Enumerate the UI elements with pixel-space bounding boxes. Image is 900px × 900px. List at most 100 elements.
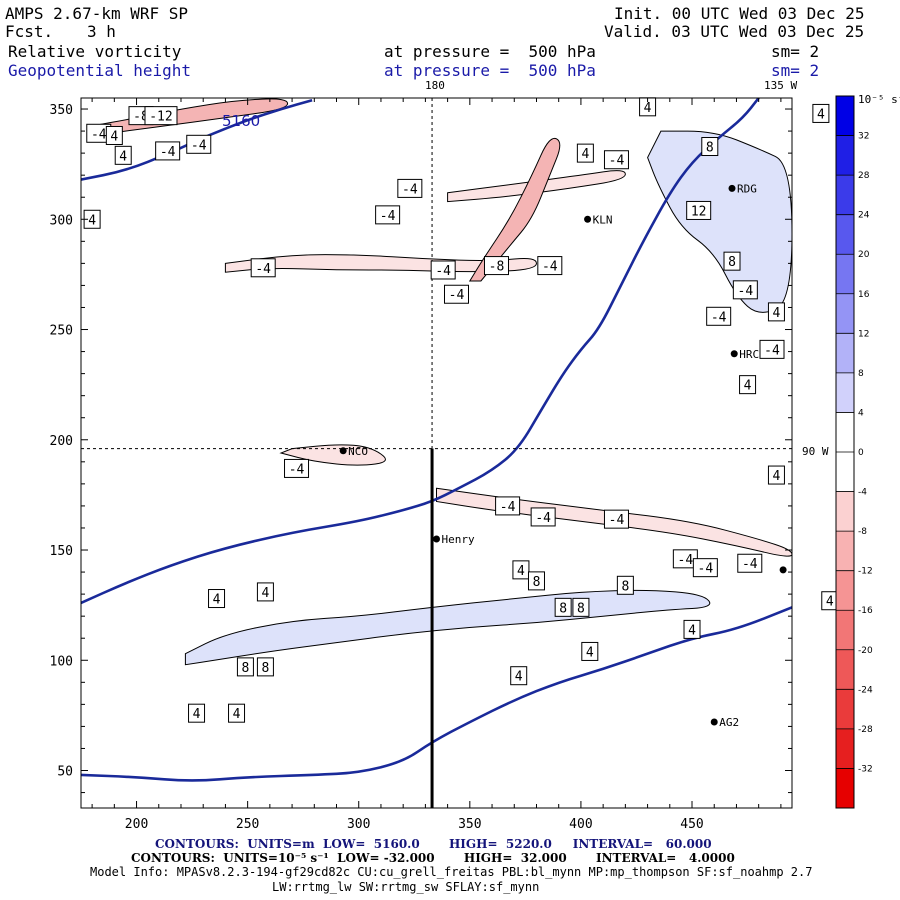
contour-label-box — [737, 553, 763, 573]
model-title: AMPS 2.67-km WRF SP — [5, 4, 189, 23]
contour-label-box — [701, 137, 719, 157]
colorbar-tick-label: 4 — [858, 408, 864, 418]
contour-label: 8 — [554, 597, 572, 617]
negative-vorticity-region — [468, 137, 561, 282]
station-label: AG2 — [719, 716, 739, 729]
contour-label-text: -12 — [149, 110, 172, 125]
contour-label-box — [250, 258, 276, 278]
contour-label-box — [603, 150, 629, 170]
negative-vorticity-region — [279, 444, 386, 466]
contour-label: 8 — [256, 657, 274, 677]
contour-label-text: 4 — [119, 149, 127, 164]
contour-label-box — [732, 280, 758, 300]
contour-label-text: 4 — [233, 707, 241, 722]
contour-label: 4 — [821, 591, 839, 611]
contour-label-text: -4 — [742, 557, 758, 572]
colorbar-segment — [836, 649, 854, 690]
contour-label-box — [767, 302, 785, 322]
field1-level: at pressure = 500 hPa — [384, 42, 596, 61]
y-tick-label: 100 — [50, 654, 73, 669]
lon-label-135w: 135 W — [764, 79, 798, 92]
colorbar-tick-label: -20 — [858, 646, 873, 656]
colorbar-segment — [836, 293, 854, 334]
contour-label-text: -4 — [380, 209, 396, 224]
plot-frame — [80, 97, 793, 809]
colorbar-segment — [836, 728, 854, 769]
contour-label: 8 — [572, 597, 590, 617]
contour-label: -8 — [483, 256, 509, 276]
colorbar-tick-label: -28 — [858, 725, 873, 735]
colorbar-segment — [836, 96, 854, 137]
station-marker — [728, 184, 736, 192]
x-tick-label: 400 — [569, 817, 592, 832]
contour-label-text: 8 — [728, 255, 736, 270]
contour-label: 4 — [767, 465, 785, 485]
contour-label-box — [397, 178, 423, 198]
contour-label-text: -4 — [402, 182, 418, 197]
negative-vorticity-region — [224, 254, 538, 273]
contour-label: 4 — [256, 582, 274, 602]
valid-time: Valid. 03 UTC Wed 03 Dec 25 — [604, 22, 865, 41]
contour-label: 4 — [188, 703, 206, 723]
contour-label-text: 4 — [213, 593, 221, 608]
contour-label-text: 4 — [262, 586, 270, 601]
contour-label-text: 12 — [691, 204, 707, 219]
colorbar-segment — [836, 254, 854, 295]
contour-label: 8 — [527, 571, 545, 591]
colorbar-segment — [836, 333, 854, 374]
colorbar-tick-label: 8 — [858, 369, 864, 379]
footer-contours-vorticity: CONTOURS: UNITS=10⁻⁵ s⁻¹ LOW= -32.000 HI… — [131, 851, 735, 865]
contour-label-text: 4 — [644, 101, 652, 116]
lon-label-180: 180 — [425, 79, 445, 92]
contour-label: 4 — [228, 703, 246, 723]
contour-labels: -8 -12-4 44 -4 -44-4-4-4 -4-4-8 -44484-4128-4-… — [83, 97, 839, 723]
lon-label-90w: 90 W — [802, 445, 829, 458]
contour-label-text: -4 — [609, 154, 625, 169]
contour-label: 4 — [512, 560, 530, 580]
contour-label: -4 — [86, 123, 112, 143]
contour-label-text: 8 — [242, 661, 250, 676]
colorbar-tick-label: -8 — [858, 527, 867, 537]
contour-label: -4 — [530, 507, 556, 527]
contour-label-text: -4 — [289, 462, 305, 477]
footer-model-info: Model Info: MPASv8.2.3-194-gf29cd82c CU:… — [90, 865, 813, 879]
colorbar-segment — [836, 610, 854, 651]
contour-label: -4 — [759, 339, 785, 359]
station-marker — [779, 566, 787, 574]
contour-label: -12 — [144, 106, 178, 126]
contour-label: 12 — [686, 200, 712, 220]
contour-label: 8 — [723, 251, 741, 271]
station-marker — [339, 447, 347, 455]
station-marker — [433, 535, 440, 543]
contour-label-text: -4 — [711, 310, 727, 325]
contour-label-box — [155, 141, 181, 161]
contour-label-box — [144, 106, 178, 126]
contour-label: -4 — [672, 549, 698, 569]
contour-label-box — [186, 134, 212, 154]
colorbar-tick-label: 28 — [858, 171, 870, 181]
contour-label: 4 — [114, 145, 132, 165]
contour-label-text: -4 — [191, 138, 207, 153]
contour-label-text: -4 — [764, 343, 780, 358]
contour-label-text: 4 — [586, 645, 594, 660]
contour-label-text: 4 — [193, 707, 201, 722]
x-tick-label: 300 — [347, 817, 370, 832]
contour-label-box — [603, 509, 629, 529]
contour-label-text: -4 — [609, 513, 625, 528]
contour-label: 4 — [576, 143, 594, 163]
height-contour-label: 5160 — [222, 112, 261, 130]
station-label: Henry — [442, 533, 475, 546]
colorbar: 32 28 24 20 16 12 8 4 0 -4 -8 -12 -16 -20 -24 -28 -32 — [835, 95, 873, 809]
contour-label-text: 4 — [688, 623, 696, 638]
contour-label-box — [510, 666, 528, 686]
contour-label: -4 — [443, 284, 469, 304]
field1-smoothing: sm= 2 — [771, 42, 820, 61]
contour-label-box — [512, 560, 530, 580]
station-label: KLN — [593, 213, 613, 226]
contour-label-box — [581, 641, 599, 661]
contour-label-text: -4 — [91, 127, 107, 142]
footer-model-info-2: LW:rrtmg_lw SW:rrtmg_sw SFLAY:sf_mynn — [272, 880, 540, 894]
forecast-label: Fcst. — [5, 22, 54, 41]
x-tick-label: 200 — [125, 817, 148, 832]
colorbar-tick-label: -12 — [858, 567, 873, 577]
